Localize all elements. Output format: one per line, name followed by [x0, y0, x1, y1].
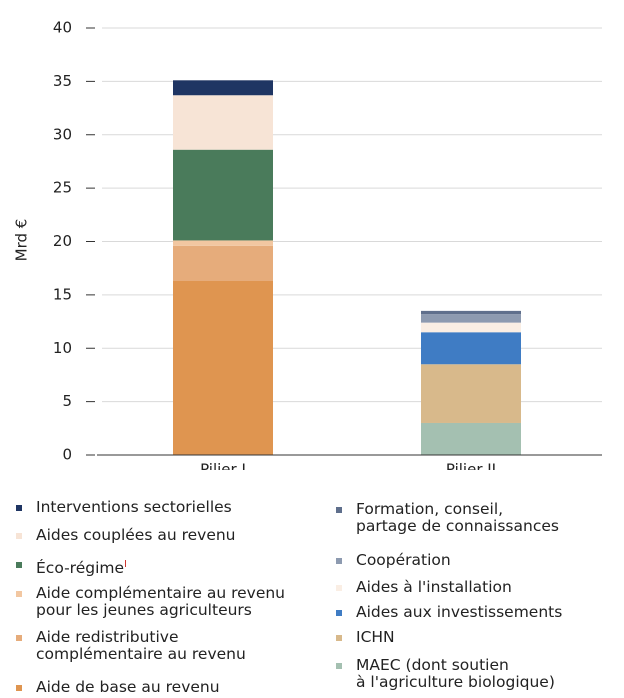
legend-label: Aides couplées au revenu	[36, 526, 236, 544]
legend-item: Interventions sectorielles	[16, 499, 232, 516]
legend-swatch	[16, 685, 22, 691]
bar-segment	[421, 310, 521, 315]
legend-label: Aide redistributive complémentaire au re…	[36, 628, 246, 663]
legend-swatch	[336, 507, 342, 513]
legend-label: Coopération	[356, 551, 451, 569]
legend-swatch	[16, 533, 22, 539]
x-tick-label: Pilier II	[446, 461, 496, 471]
bar-segment	[421, 332, 521, 365]
bar-segment	[421, 322, 521, 333]
footnote-marker: I	[124, 559, 127, 570]
y-tick-label: 10	[53, 339, 72, 357]
bar-segment	[173, 245, 273, 281]
legend-item: Aide de base au revenu	[16, 679, 220, 696]
legend-item: ICHN	[336, 629, 395, 646]
x-tick-label: Pilier I	[200, 461, 246, 471]
y-tick-label: 5	[62, 392, 72, 410]
y-tick-label: 35	[53, 72, 72, 90]
legend-swatch	[16, 505, 22, 511]
y-tick-label: 30	[53, 125, 72, 143]
legend-item: Aides aux investissements	[336, 604, 562, 621]
legend-label: Formation, conseil, partage de connaissa…	[356, 500, 559, 535]
bar-segment	[173, 80, 273, 96]
legend-item: Coopération	[336, 552, 451, 569]
bar-segment	[173, 95, 273, 150]
legend-item: MAEC (dont soutien à l'agriculture biolo…	[336, 657, 555, 691]
legend-swatch	[16, 635, 22, 641]
y-tick-label: 20	[53, 232, 72, 250]
legend-swatch	[16, 562, 22, 568]
y-tick-label: 0	[62, 446, 72, 464]
legend-item: Éco-régimeI	[16, 556, 127, 577]
legend-item: Aides à l'installation	[336, 579, 512, 596]
legend-swatch	[336, 635, 342, 641]
y-tick-label: 25	[53, 179, 72, 197]
legend-swatch	[336, 558, 342, 564]
y-axis-label: Mrd €	[13, 219, 31, 262]
legend-swatch	[336, 585, 342, 591]
legend-label: MAEC (dont soutien à l'agriculture biolo…	[356, 656, 555, 691]
y-tick-label: 40	[53, 19, 72, 37]
legend-item: Aide redistributive complémentaire au re…	[16, 629, 246, 663]
legend-swatch	[16, 591, 22, 597]
legend-label: Aides aux investissements	[356, 603, 563, 621]
bar-segment	[421, 364, 521, 423]
legend-item: Aides couplées au revenu	[16, 527, 236, 544]
y-tick-label: 15	[53, 285, 72, 303]
legend-swatch	[336, 610, 342, 616]
bar-segment	[173, 240, 273, 246]
legend-swatch	[336, 663, 342, 669]
legend-label: Aide complémentaire au revenu pour les j…	[36, 584, 286, 619]
chart: Mrd € 0 5 10 15 20 25 30 35 40 Pilier I Pilier II	[13, 19, 602, 471]
legend-label: Aides à l'installation	[356, 578, 512, 596]
legend-label: Interventions sectorielles	[36, 498, 232, 516]
bar-segment	[421, 422, 521, 455]
legend-item: Formation, conseil, partage de connaissa…	[336, 501, 559, 535]
bar-segment	[173, 280, 273, 455]
legend-label: Éco-régime	[36, 559, 125, 578]
legend-item: Aide complémentaire au revenu pour les j…	[16, 585, 285, 619]
bar-segment	[173, 149, 273, 241]
legend-label: ICHN	[356, 628, 395, 646]
legend-label: Aide de base au revenu	[36, 678, 220, 696]
bar-segment	[421, 314, 521, 323]
